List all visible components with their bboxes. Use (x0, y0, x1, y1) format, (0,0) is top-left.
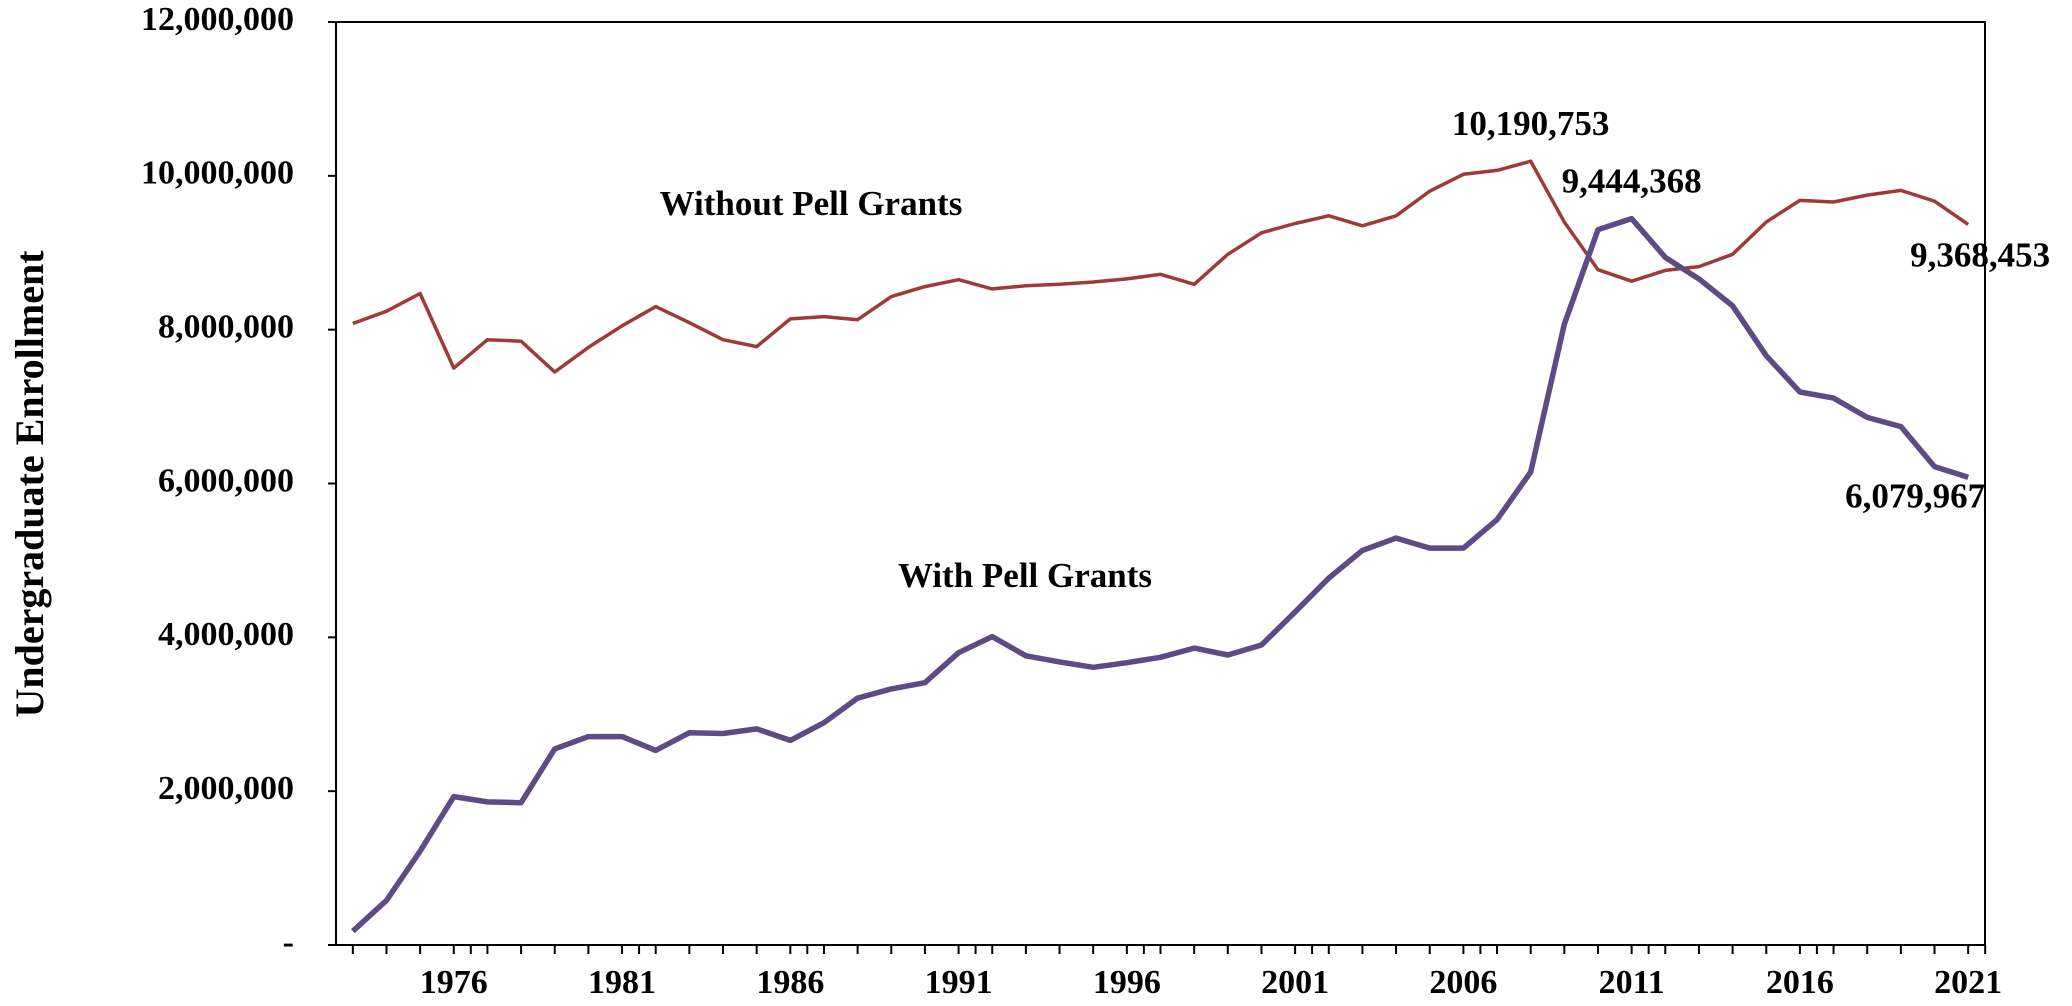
x-tick-label: 2006 (1429, 964, 1497, 1001)
y-tick-label: 6,000,000 (158, 462, 294, 499)
y-tick-label: 12,000,000 (141, 1, 294, 38)
value-label: 10,190,753 (1452, 104, 1610, 143)
y-tick-label: 10,000,000 (141, 155, 294, 192)
x-tick-label: 2021 (1934, 964, 2002, 1001)
x-tick-label: 1976 (420, 964, 488, 1001)
series-line (352, 159, 1970, 374)
x-tick-label: 1991 (925, 964, 993, 1001)
x-tick-label: 2016 (1766, 964, 1834, 1001)
y-tick-label: 4,000,000 (158, 616, 294, 653)
x-tick-label: 1981 (588, 964, 656, 1001)
value-label: 9,444,368 (1562, 162, 1702, 201)
y-tick-label: 8,000,000 (158, 308, 294, 345)
series-label: Without Pell Grants (660, 184, 963, 223)
y-tick-label: 2,000,000 (158, 770, 294, 807)
value-label: 9,368,453 (1910, 235, 2050, 274)
y-axis-label: Undergraduate Enrollment (7, 250, 52, 718)
x-tick-label: 2011 (1599, 964, 1665, 1001)
x-tick-label: 1986 (756, 964, 824, 1001)
series-label: With Pell Grants (898, 556, 1152, 595)
value-label: 6,079,967 (1845, 476, 1985, 515)
y-tick-label: - (283, 924, 294, 961)
x-tick-label: 1996 (1093, 964, 1161, 1001)
series-line (350, 215, 1970, 934)
x-tick-label: 2001 (1261, 964, 1329, 1001)
plot-frame (335, 21, 1986, 946)
